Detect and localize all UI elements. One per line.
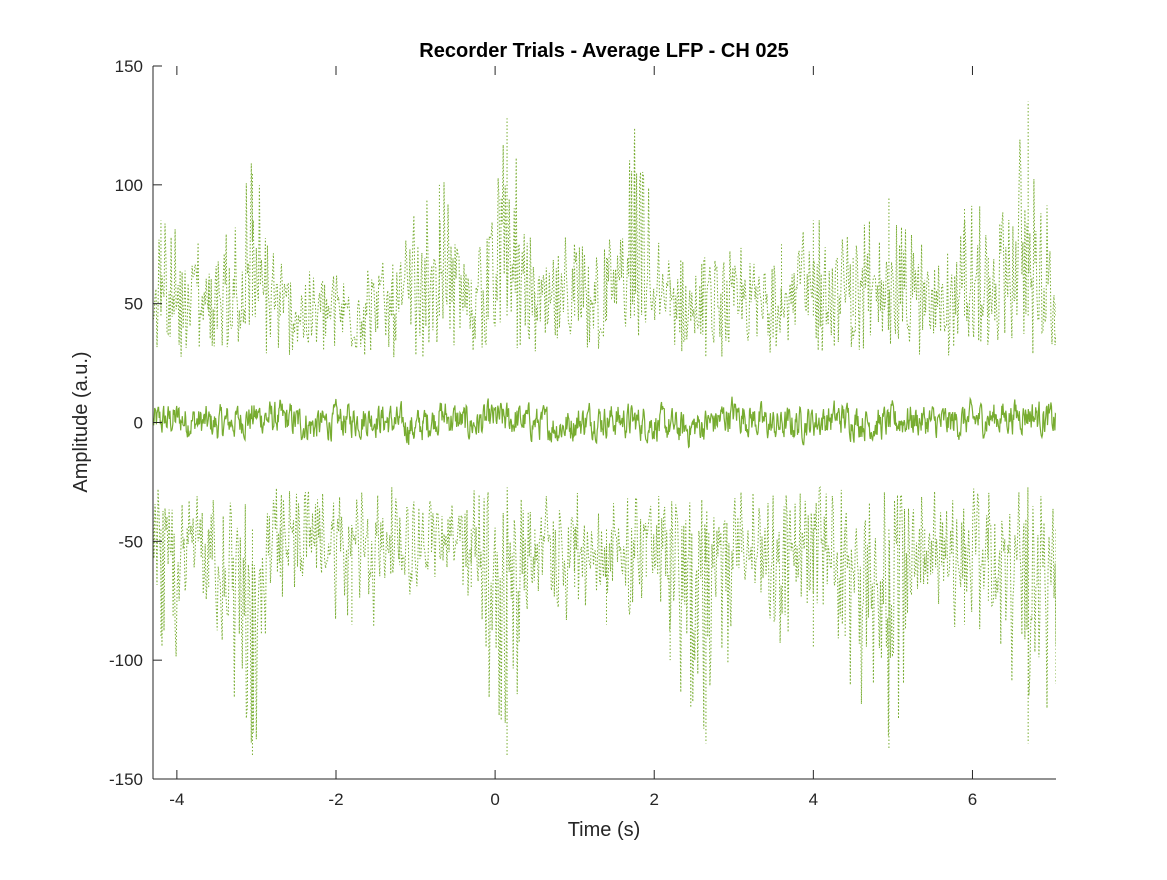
y-tick-label: 100 [115,176,143,195]
series-line-dotted-1 [153,127,1056,358]
x-tick-label: 0 [490,790,499,809]
y-tick-label: -50 [118,532,143,551]
x-tick-label: -4 [169,790,184,809]
y-tick-label: 50 [124,295,143,314]
chart-title: Recorder Trials - Average LFP - CH 025 [419,40,788,62]
x-tick-label: 4 [809,790,818,809]
series-layer [153,101,1056,756]
x-tick-label: -2 [328,790,343,809]
tick-layer: -4 -2 0 2 4 6 -150 -100 -50 0 50 100 150 [109,57,977,809]
x-tick-label: 6 [968,790,977,809]
y-tick-label: 150 [115,57,143,76]
y-tick-label: 0 [134,414,143,433]
x-axis-label: Time (s) [568,819,641,841]
series-line-dotted-2 [153,486,1056,743]
y-axis-label: Amplitude (a.u.) [70,351,92,492]
y-tick-label: -100 [109,651,143,670]
y-tick-label: -150 [109,770,143,789]
x-tick-label: 2 [649,790,658,809]
series-line-solid-0 [153,396,1056,449]
plot-area [153,66,1056,779]
